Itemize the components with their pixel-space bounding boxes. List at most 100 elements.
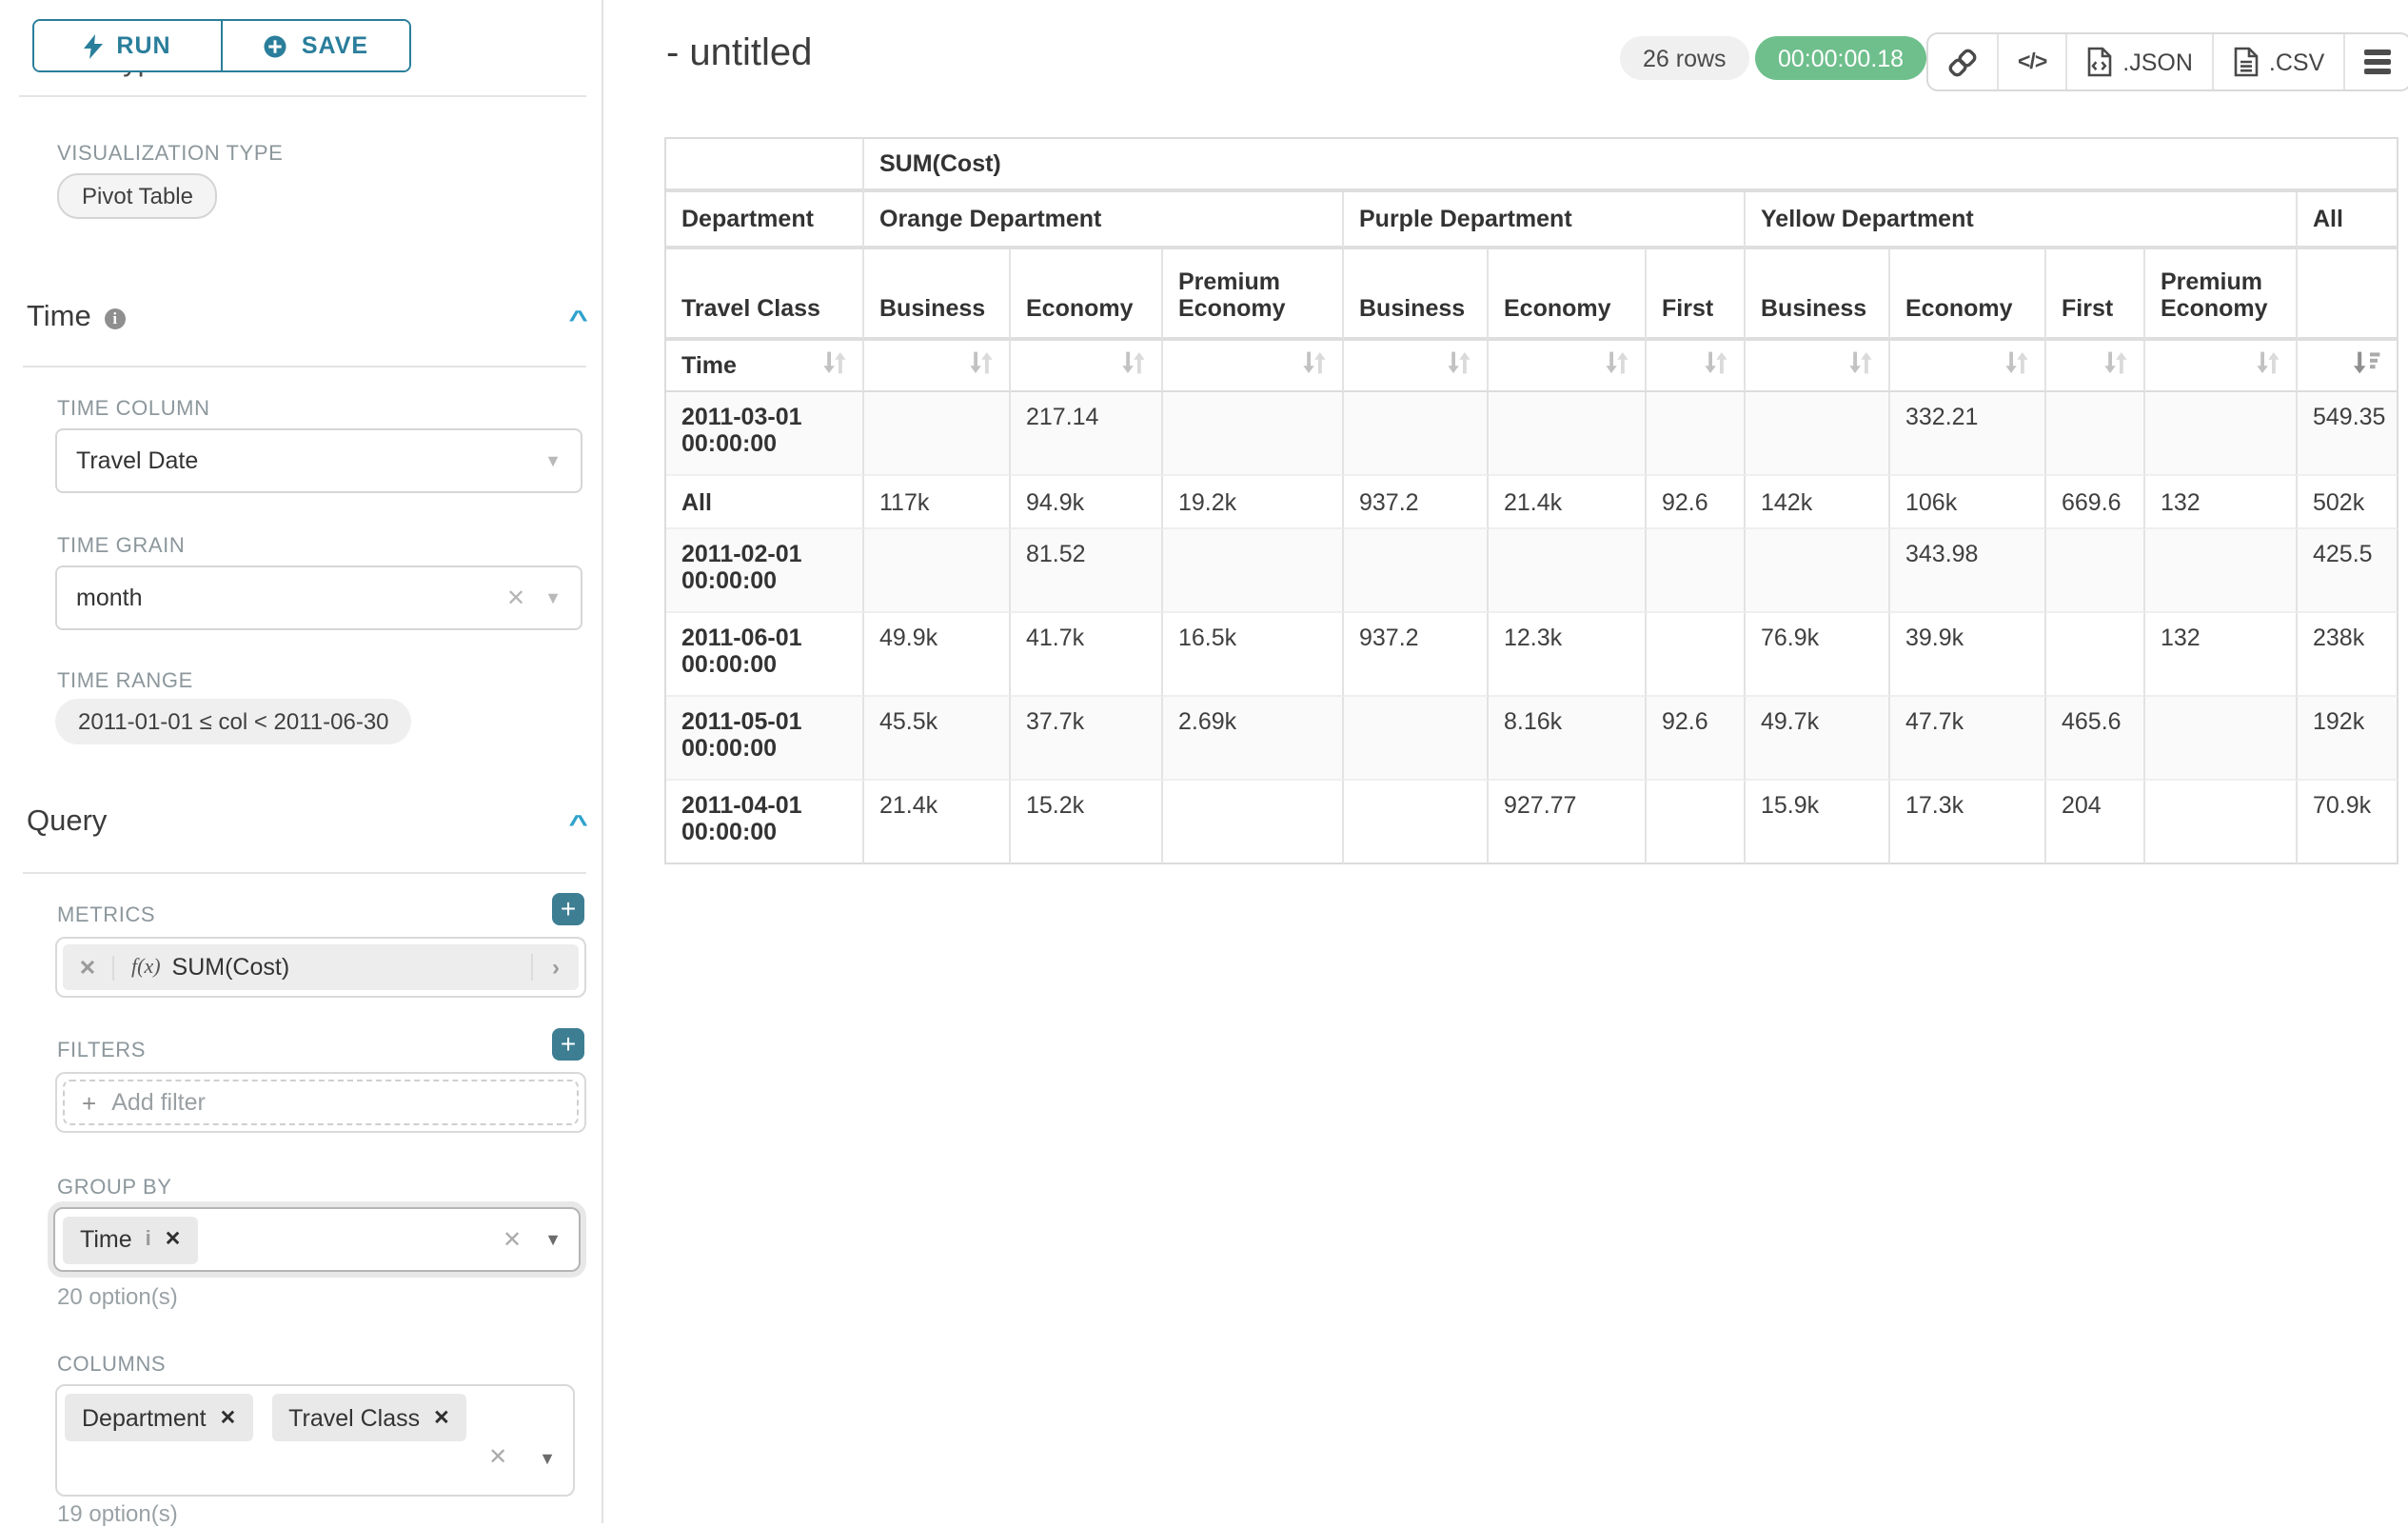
- cell-value: [2145, 392, 2298, 476]
- cell-value: 49.7k: [1746, 697, 1890, 781]
- time-column-select[interactable]: Travel Date ▼: [55, 428, 582, 493]
- sort-icon[interactable]: [1447, 350, 1471, 381]
- cell-value: 41.7k: [1011, 613, 1163, 697]
- sort-icon[interactable]: [969, 350, 994, 381]
- chevron-up-icon[interactable]: ^: [569, 304, 589, 332]
- time-grain-select[interactable]: month ✕ ▼: [55, 565, 582, 630]
- cell-value: [1746, 529, 1890, 613]
- cell-value: 92.6: [1647, 697, 1746, 781]
- copy-link-button[interactable]: [1928, 34, 1997, 89]
- sort-header[interactable]: [864, 341, 1011, 392]
- cell-value: 45.5k: [864, 697, 1011, 781]
- export-csv-button[interactable]: .CSV: [2212, 34, 2343, 89]
- view-query-button[interactable]: </>: [1997, 34, 2065, 89]
- sort-header-time[interactable]: Time: [666, 341, 864, 392]
- travel-class-header: Travel Class: [666, 249, 864, 341]
- sort-header[interactable]: [1746, 341, 1890, 392]
- clear-icon[interactable]: ✕: [488, 1443, 507, 1470]
- row-label: All: [666, 476, 864, 529]
- columns-select[interactable]: Department ✕ Travel Class ✕ ✕ ▼: [55, 1384, 575, 1497]
- sort-icon[interactable]: [1302, 350, 1327, 381]
- sort-header[interactable]: [2046, 341, 2145, 392]
- add-filter-label: Add filter: [111, 1089, 206, 1116]
- class-header: Business: [1344, 249, 1489, 341]
- cell-value: [1489, 529, 1647, 613]
- group-by-select[interactable]: Time i ✕ ✕ ▼: [53, 1207, 581, 1272]
- sort-header[interactable]: [2298, 341, 2398, 392]
- sort-descending-icon[interactable]: [2353, 350, 2381, 381]
- cell-value: 927.77: [1489, 781, 1647, 864]
- time-section-header[interactable]: Time i ^: [27, 301, 586, 335]
- remove-metric-icon[interactable]: ✕: [63, 955, 114, 980]
- sort-header[interactable]: [1344, 341, 1489, 392]
- sort-icon[interactable]: [1605, 350, 1629, 381]
- sort-icon[interactable]: [1121, 350, 1146, 381]
- export-json-button[interactable]: .JSON: [2065, 34, 2212, 89]
- file-csv-icon: [2233, 46, 2260, 78]
- query-timer-badge: 00:00:00.18: [1755, 36, 1926, 80]
- cell-value: 132: [2145, 613, 2298, 697]
- run-button-label: RUN: [116, 32, 170, 59]
- metric-pill[interactable]: ✕ f(x) SUM(Cost) ›: [63, 944, 579, 990]
- sort-header[interactable]: [1489, 341, 1647, 392]
- time-range-pill[interactable]: 2011-01-01 ≤ col < 2011-06-30: [55, 699, 412, 744]
- cell-value: 332.21: [1890, 392, 2046, 476]
- sort-icon[interactable]: [2004, 350, 2029, 381]
- remove-tag-icon[interactable]: ✕: [165, 1228, 182, 1251]
- time-grain-label: TIME GRAIN: [57, 535, 185, 558]
- function-icon: f(x): [131, 956, 161, 979]
- cell-value: [1163, 392, 1344, 476]
- cell-value: [2145, 781, 2298, 864]
- remove-tag-icon[interactable]: ✕: [220, 1406, 237, 1429]
- cell-value: 17.3k: [1890, 781, 2046, 864]
- tag-label: Time: [80, 1226, 132, 1253]
- sort-icon[interactable]: [1704, 350, 1728, 381]
- group-by-tag[interactable]: Time i ✕: [63, 1216, 198, 1263]
- save-button[interactable]: SAVE: [221, 21, 409, 70]
- sort-icon[interactable]: [1848, 350, 1873, 381]
- chevron-down-icon: ▼: [544, 588, 562, 607]
- columns-tag[interactable]: Travel Class ✕: [271, 1394, 467, 1441]
- sort-header[interactable]: [1890, 341, 2046, 392]
- sort-header[interactable]: [1163, 341, 1344, 392]
- tag-label: Department: [82, 1404, 207, 1431]
- chevron-up-icon[interactable]: ^: [569, 808, 589, 837]
- code-icon: </>: [2018, 50, 2046, 73]
- export-csv-label: .CSV: [2269, 49, 2324, 75]
- remove-tag-icon[interactable]: ✕: [433, 1406, 450, 1429]
- menu-button[interactable]: [2343, 34, 2408, 89]
- run-button[interactable]: RUN: [34, 21, 221, 70]
- cell-value: 37.7k: [1011, 697, 1163, 781]
- cell-value: [2145, 529, 2298, 613]
- sort-icon[interactable]: [2103, 350, 2128, 381]
- viz-type-pill[interactable]: Pivot Table: [57, 173, 218, 219]
- cell-value: 142k: [1746, 476, 1890, 529]
- sort-header[interactable]: [2145, 341, 2298, 392]
- chart-title[interactable]: - untitled: [666, 32, 812, 76]
- sort-icon[interactable]: [822, 350, 847, 381]
- query-section-header[interactable]: Query ^: [27, 805, 586, 840]
- cell-value: [1163, 529, 1344, 613]
- chevron-down-icon: ▼: [544, 1230, 562, 1249]
- cell-value: [2046, 613, 2145, 697]
- cell-value: [1344, 781, 1489, 864]
- cell-value: 92.6: [1647, 476, 1746, 529]
- save-button-label: SAVE: [302, 32, 368, 59]
- clear-icon[interactable]: ✕: [506, 585, 525, 611]
- columns-tag[interactable]: Department ✕: [65, 1394, 253, 1441]
- chevron-right-icon[interactable]: ›: [531, 954, 579, 981]
- sort-header[interactable]: [1011, 341, 1163, 392]
- cell-value: [1344, 697, 1489, 781]
- cell-value: 39.9k: [1890, 613, 2046, 697]
- cell-value: [2046, 529, 2145, 613]
- add-filter-plus-button[interactable]: +: [552, 1028, 584, 1061]
- table-row: 2011-03-01 00:00:00217.14332.21549.35: [666, 392, 2398, 476]
- clear-icon[interactable]: ✕: [503, 1226, 522, 1253]
- sort-icon[interactable]: [2256, 350, 2280, 381]
- add-filter-button[interactable]: + Add filter: [63, 1080, 579, 1125]
- sort-header[interactable]: [1647, 341, 1746, 392]
- chevron-down-icon: ▼: [539, 1449, 556, 1468]
- time-section-title: Time: [27, 301, 91, 335]
- add-metric-button[interactable]: +: [552, 893, 584, 925]
- cell-value: [864, 529, 1011, 613]
